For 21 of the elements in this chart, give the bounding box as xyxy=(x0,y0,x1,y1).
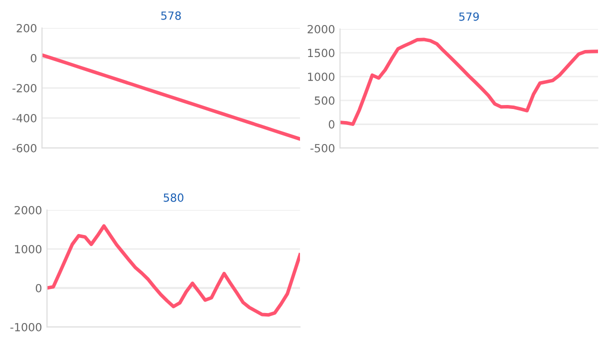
y-tick-label: 0 xyxy=(36,284,42,292)
y-tick-label: 0 xyxy=(328,120,334,129)
y-tick-label: 1000 xyxy=(308,72,334,81)
y-tick-label: -500 xyxy=(310,144,334,152)
y-tick-label: -600 xyxy=(12,144,36,152)
y-tick-label: -400 xyxy=(12,114,36,122)
chart-title: 578 xyxy=(161,11,181,20)
y-tick-label: 1000 xyxy=(15,244,42,254)
y-tick-label: 500 xyxy=(314,96,334,105)
line-series xyxy=(47,224,300,317)
y-tick-label: -200 xyxy=(12,84,36,92)
y-tick-label: -1000 xyxy=(10,322,42,332)
y-tick-label: 1500 xyxy=(308,48,334,58)
line-series xyxy=(42,53,300,141)
chart-title: 579 xyxy=(459,12,479,21)
y-tick-label: 2000 xyxy=(14,206,42,214)
y-tick-label: 200 xyxy=(16,24,36,32)
y-tick-label: 2000 xyxy=(308,24,334,34)
chart-title: 580 xyxy=(164,193,184,202)
y-tick-label: 0 xyxy=(30,54,36,62)
line-series xyxy=(340,38,598,126)
